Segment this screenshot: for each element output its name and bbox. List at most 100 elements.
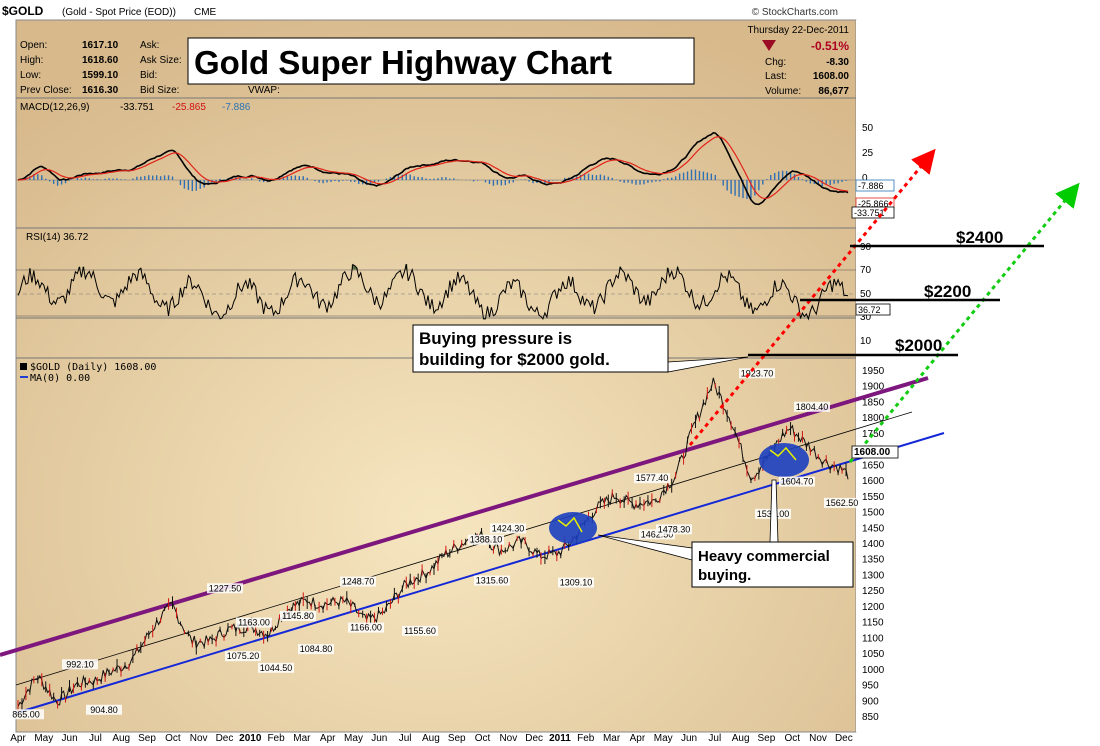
last-label: Last: (765, 71, 787, 82)
price-label-6: 1145.80 (282, 611, 314, 621)
price-label-8: 1084.80 (300, 644, 333, 654)
green-projection-arrow (848, 182, 1080, 463)
macd-box-3-text: -33.751 (854, 208, 885, 218)
x-label-32: Dec (835, 733, 853, 744)
x-label-15: Jul (399, 733, 412, 744)
rsi-label: RSI(14) 36.72 (26, 232, 89, 243)
buying-pressure-line-1: Buying pressure is (419, 329, 572, 348)
date: Thursday 22-Dec-2011 (747, 25, 849, 36)
price-label-bg-14 (474, 575, 510, 586)
price-label-bg-13 (490, 523, 526, 534)
volume-label: Volume: (765, 86, 801, 97)
x-label-9: 2010 (239, 733, 262, 744)
price-label-13: 1424.30 (492, 523, 525, 533)
price-tick-1350: 1350 (862, 555, 885, 566)
price-tick-1400: 1400 (862, 539, 885, 550)
price-label-21: 1604.70 (781, 477, 814, 487)
price-label-bg-2 (86, 704, 122, 715)
price-label-bg-16 (634, 473, 670, 484)
price-label-9: 1248.70 (342, 577, 375, 587)
price-label-bg-12 (468, 534, 504, 545)
macd-signal-line (17, 136, 849, 200)
high-label: High: (20, 55, 43, 66)
macd-tick-0: 0 (862, 173, 868, 184)
price-label-bg-21 (779, 476, 815, 487)
x-label-29: Sep (758, 733, 776, 744)
exchange: CME (194, 7, 217, 18)
rsi-tick-50: 50 (860, 289, 872, 300)
x-label-28: Aug (732, 733, 750, 744)
macd-line (17, 131, 849, 206)
price-label: $GOLD (Daily) 1608.00 (30, 362, 156, 373)
heavy-buying-callout (691, 541, 854, 588)
buying-zone-oct-2011 (759, 443, 809, 477)
low-label: Low: (20, 70, 41, 81)
red-projection-arrow (688, 148, 936, 446)
price-tick-1050: 1050 (862, 649, 885, 660)
rsi-line (17, 263, 849, 321)
x-label-25: May (654, 733, 673, 744)
gold-price-bars (17, 383, 847, 714)
symbol: $GOLD (2, 4, 44, 18)
x-label-21: 2011 (549, 733, 571, 744)
price-label-3: 1227.50 (209, 583, 242, 593)
chart-background (15, 19, 857, 733)
price-label-bg-8 (298, 644, 334, 655)
price-tick-1200: 1200 (862, 602, 885, 613)
x-label-26: Jun (681, 733, 697, 744)
price-data-labels: 865.00992.10904.801227.501163.001075.201… (8, 368, 860, 720)
price-label-18: 1478.30 (658, 524, 691, 534)
macd-box-2-text: -25.866 (858, 199, 889, 209)
last-price-box-text: 1608.00 (854, 447, 891, 458)
price-label-23: 1562.50 (826, 498, 859, 508)
price-tick-1450: 1450 (862, 523, 885, 534)
price-tick-1850: 1850 (862, 397, 885, 408)
ask-label: Ask: (140, 40, 159, 51)
price-label-bg-11 (402, 625, 438, 636)
price-label-0: 865.00 (12, 709, 40, 719)
price-label-16: 1577.40 (636, 473, 669, 483)
macd-tick-50: 50 (862, 123, 874, 134)
price-label-7: 1044.50 (260, 663, 293, 673)
price-label-19: 1923.70 (741, 368, 774, 378)
price-tick-850: 850 (862, 712, 879, 723)
prev-value: 1616.30 (82, 85, 119, 96)
x-axis: Apr May Jun Jul Aug Sep Oct Nov Dec 2010 Feb Mar Apr… (10, 733, 853, 744)
brand: © StockCharts.com (752, 7, 838, 18)
x-label-27: Jul (708, 733, 721, 744)
price-label-20: 1804.40 (796, 402, 829, 412)
price-tick-900: 900 (862, 696, 879, 707)
last-value: 1608.00 (813, 71, 850, 82)
price-tick-1100: 1100 (862, 633, 884, 644)
x-label-5: Sep (138, 733, 156, 744)
price-label-bg-20 (794, 401, 830, 412)
x-label-1: May (34, 733, 53, 744)
x-label-16: Aug (422, 733, 440, 744)
x-label-2: Jun (62, 733, 78, 744)
price-tick-1550: 1550 (862, 492, 885, 503)
x-label-30: Oct (784, 733, 800, 744)
price-y-axis: 1950190018501800175017001650160015501500… (862, 366, 885, 723)
rsi-box-text: 36.72 (858, 305, 881, 315)
macd-tick-25: 25 (862, 148, 874, 159)
price-tick-1650: 1650 (862, 460, 885, 471)
price-label-bg-9 (340, 576, 376, 587)
x-label-20: Dec (525, 733, 543, 744)
description: (Gold - Spot Price (EOD)) (62, 7, 176, 18)
rsi-box (855, 303, 891, 316)
high-value: 1618.60 (82, 55, 119, 66)
x-label-6: Oct (165, 733, 181, 744)
x-label-24: Apr (630, 733, 646, 744)
target-2200: $2200 (924, 282, 971, 301)
target-2400: $2400 (956, 228, 1003, 247)
price-tick-1900: 1900 (862, 382, 885, 393)
down-triangle-icon (762, 40, 776, 51)
x-label-23: Mar (603, 733, 621, 744)
x-label-10: Feb (267, 733, 285, 744)
x-label-14: Jun (371, 733, 387, 744)
low-value: 1599.10 (82, 70, 119, 81)
legend-swatch-gold (20, 363, 27, 370)
price-label-15: 1309.10 (560, 578, 593, 588)
volume-value: 86,677 (818, 86, 849, 97)
price-label-2: 904.80 (90, 705, 118, 715)
